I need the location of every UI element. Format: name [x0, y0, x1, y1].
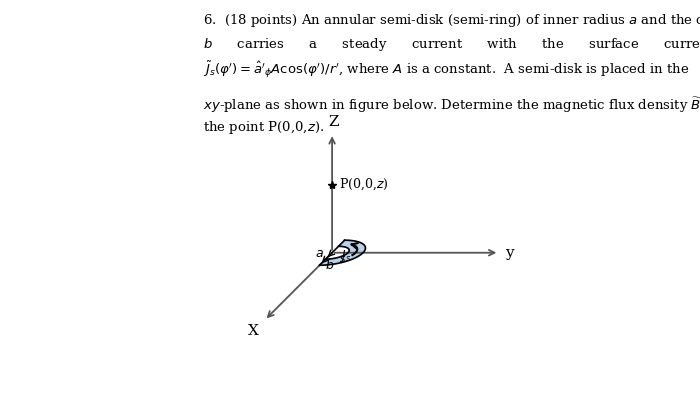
Text: X: X: [248, 324, 258, 338]
Text: y: y: [505, 246, 514, 260]
Polygon shape: [320, 240, 365, 265]
Text: $b$      carries      a      steady      current      with      the      surface: $b$ carries a steady current with the su…: [203, 36, 700, 53]
Text: $\widetilde{J}_s(\varphi') = \hat{a}'_\phi A\cos(\varphi')/r'$, where $A$ is a c: $\widetilde{J}_s(\varphi') = \hat{a}'_\p…: [203, 60, 689, 80]
Text: $xy$-plane as shown in figure below. Determine the magnetic flux density $\widet: $xy$-plane as shown in figure below. Det…: [203, 96, 700, 115]
Text: $a$: $a$: [314, 248, 323, 260]
Text: $s$: $s$: [339, 254, 346, 264]
Text: 6.  (18 points) An annular semi-disk (semi-ring) of inner radius $a$ and the out: 6. (18 points) An annular semi-disk (sem…: [203, 12, 700, 29]
Text: P(0,0,$z$): P(0,0,$z$): [340, 176, 389, 191]
Text: $J_s$: $J_s$: [340, 248, 352, 264]
Text: Z: Z: [329, 115, 340, 129]
Text: $b$: $b$: [325, 258, 335, 272]
Text: the point P(0,0,$z$).: the point P(0,0,$z$).: [203, 119, 324, 137]
